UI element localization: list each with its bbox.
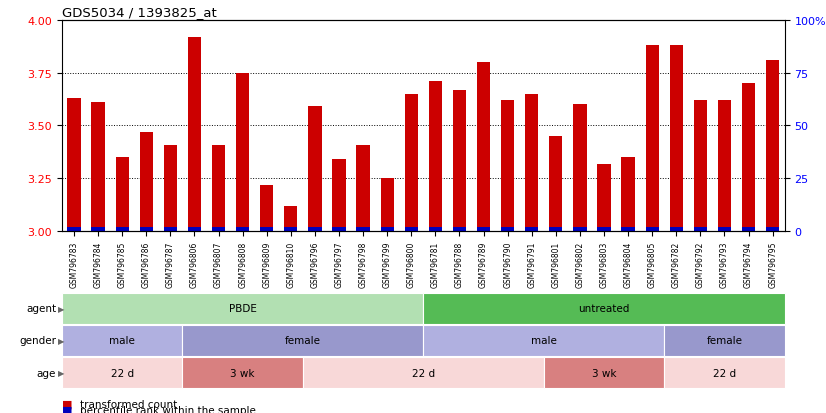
- Bar: [718, 101, 731, 232]
- Bar: [501, 227, 515, 232]
- Bar: [381, 179, 394, 232]
- Bar: [284, 227, 297, 232]
- Text: female: female: [285, 335, 320, 346]
- Bar: [236, 227, 249, 232]
- Bar: [212, 227, 225, 232]
- Text: 3 wk: 3 wk: [230, 368, 255, 378]
- Bar: [670, 227, 683, 232]
- Bar: [68, 227, 81, 232]
- Bar: [766, 227, 779, 232]
- Bar: [453, 227, 466, 232]
- Text: GDS5034 / 1393825_at: GDS5034 / 1393825_at: [62, 6, 216, 19]
- Bar: [92, 227, 105, 232]
- Bar: [766, 61, 779, 232]
- Text: percentile rank within the sample: percentile rank within the sample: [80, 405, 256, 413]
- Text: ■: ■: [62, 405, 73, 413]
- Bar: [670, 46, 683, 232]
- Text: male: male: [531, 335, 557, 346]
- Text: PBDE: PBDE: [229, 303, 257, 313]
- Bar: [260, 227, 273, 232]
- Text: 22 d: 22 d: [713, 368, 736, 378]
- Bar: [164, 145, 177, 232]
- Bar: [92, 103, 105, 232]
- Text: ▶: ▶: [58, 304, 64, 313]
- Bar: [332, 160, 345, 232]
- Bar: [573, 105, 586, 232]
- Bar: [116, 158, 129, 232]
- Bar: [525, 95, 539, 232]
- Bar: [718, 227, 731, 232]
- Bar: [357, 145, 370, 232]
- Bar: [212, 145, 225, 232]
- Text: male: male: [109, 335, 135, 346]
- Bar: [405, 227, 418, 232]
- Text: gender: gender: [19, 335, 56, 346]
- Bar: [525, 227, 539, 232]
- Text: untreated: untreated: [578, 303, 629, 313]
- Bar: [140, 133, 153, 232]
- Bar: [381, 227, 394, 232]
- Text: age: age: [37, 368, 56, 378]
- Bar: [646, 46, 659, 232]
- Bar: [68, 99, 81, 232]
- Text: agent: agent: [26, 303, 56, 313]
- Bar: [742, 227, 755, 232]
- Bar: [477, 63, 490, 232]
- Bar: [164, 227, 177, 232]
- Bar: [116, 227, 129, 232]
- Bar: [621, 227, 634, 232]
- Bar: [236, 74, 249, 232]
- Bar: [597, 227, 610, 232]
- Text: ■: ■: [62, 399, 73, 409]
- Text: 3 wk: 3 wk: [591, 368, 616, 378]
- Bar: [694, 227, 707, 232]
- Bar: [405, 95, 418, 232]
- Text: female: female: [706, 335, 743, 346]
- Text: 22 d: 22 d: [412, 368, 434, 378]
- Bar: [357, 227, 370, 232]
- Bar: [332, 227, 345, 232]
- Bar: [742, 84, 755, 232]
- Bar: [284, 206, 297, 232]
- Bar: [549, 137, 563, 232]
- Bar: [260, 185, 273, 232]
- Bar: [621, 158, 634, 232]
- Bar: [453, 90, 466, 232]
- Bar: [188, 227, 201, 232]
- Bar: [308, 107, 321, 232]
- Bar: [694, 101, 707, 232]
- Text: ▶: ▶: [58, 368, 64, 377]
- Bar: [573, 227, 586, 232]
- Text: transformed count: transformed count: [80, 399, 178, 409]
- Bar: [477, 227, 490, 232]
- Bar: [429, 227, 442, 232]
- Bar: [188, 38, 201, 232]
- Bar: [429, 82, 442, 232]
- Bar: [597, 164, 610, 232]
- Bar: [308, 227, 321, 232]
- Bar: [501, 101, 515, 232]
- Bar: [549, 227, 563, 232]
- Text: 22 d: 22 d: [111, 368, 134, 378]
- Text: ▶: ▶: [58, 336, 64, 345]
- Bar: [140, 227, 153, 232]
- Bar: [646, 227, 659, 232]
